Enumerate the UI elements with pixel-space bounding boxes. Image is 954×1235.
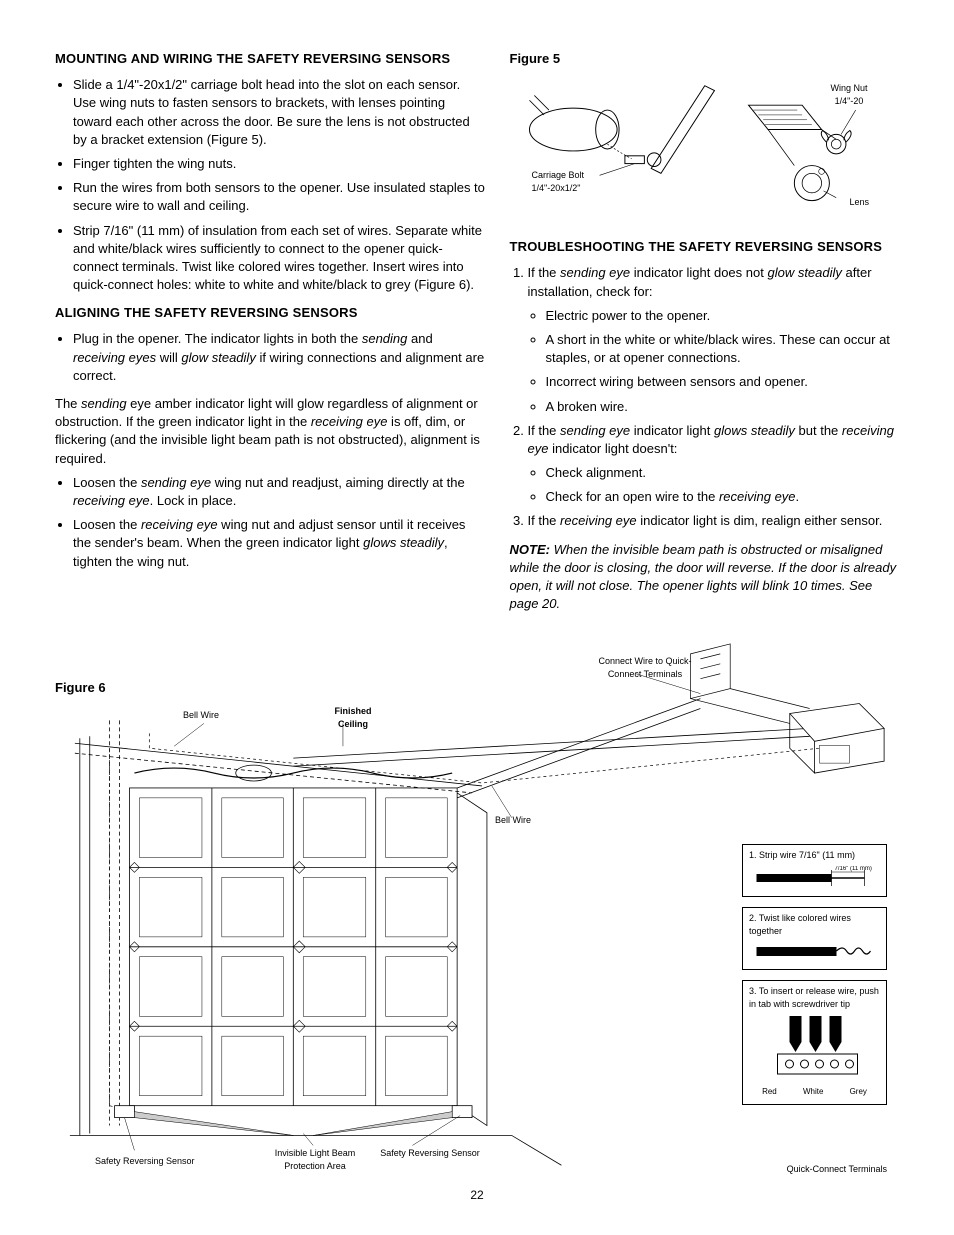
label-lens: Lens (849, 196, 869, 209)
list-item: Plug in the opener. The indicator lights… (73, 330, 486, 385)
left-column: MOUNTING AND WIRING THE SAFETY REVERSING… (55, 50, 486, 619)
list-item: A short in the white or white/black wire… (546, 331, 900, 367)
list-item: If the sending eye indicator light glows… (528, 422, 900, 507)
list-item: Slide a 1/4"-20x1/2" carriage bolt head … (73, 76, 486, 149)
list-item: Loosen the sending eye wing nut and read… (73, 474, 486, 510)
list-item: Finger tighten the wing nuts. (73, 155, 486, 173)
label-connect-wire: Connect Wire to Quick-Connect Terminals (585, 655, 705, 680)
figure5-label: Figure 5 (510, 50, 900, 68)
note-paragraph: NOTE: When the invisible beam path is ob… (510, 541, 900, 614)
heading-mounting: MOUNTING AND WIRING THE SAFETY REVERSING… (55, 50, 486, 68)
step-3: 3. To insert or release wire, push in ta… (742, 980, 887, 1104)
label-grey: Grey (850, 1086, 867, 1097)
label-bell-wire-2: Bell Wire (495, 814, 531, 827)
list-item: If the receiving eye indicator light is … (528, 512, 900, 530)
page-number: 22 (55, 1187, 899, 1204)
list-item: Loosen the receiving eye wing nut and ad… (73, 516, 486, 571)
label-srs: Safety Reversing Sensor (95, 1155, 195, 1168)
list-item: Check alignment. (546, 464, 900, 482)
troubleshoot-list: If the sending eye indicator light does … (510, 264, 900, 530)
list-item: If the sending eye indicator light does … (528, 264, 900, 415)
list-item: A broken wire. (546, 398, 900, 416)
right-column: Figure 5 (510, 50, 900, 619)
step-2: 2. Twist like colored wires together (742, 907, 887, 970)
adjust-list: Loosen the sending eye wing nut and read… (55, 474, 486, 571)
step-1: 1. Strip wire 7/16" (11 mm) 7/16" (11 mm… (742, 844, 887, 897)
list-item: Strip 7/16" (11 mm) of insulation from e… (73, 222, 486, 295)
list-item: Check for an open wire to the receiving … (546, 488, 900, 506)
label-bell-wire: Bell Wire (183, 709, 219, 722)
heading-aligning: ALIGNING THE SAFETY REVERSING SENSORS (55, 304, 486, 322)
mounting-list: Slide a 1/4"-20x1/2" carriage bolt head … (55, 76, 486, 294)
label-white: White (803, 1086, 823, 1097)
label-carriage-bolt: Carriage Bolt 1/4"-20x1/2" (532, 169, 602, 194)
label-wing-nut: Wing Nut 1/4"-20 (819, 82, 879, 107)
list-item: Run the wires from both sensors to the o… (73, 179, 486, 215)
list-item: Electric power to the opener. (546, 307, 900, 325)
label-beam: Invisible Light Beam Protection Area (260, 1147, 370, 1172)
wiring-steps: 1. Strip wire 7/16" (11 mm) 7/16" (11 mm… (742, 844, 887, 1114)
label-qc-terminals: Quick-Connect Terminals (787, 1163, 887, 1176)
aligning-list: Plug in the opener. The indicator lights… (55, 330, 486, 385)
svg-text:7/16" (11 mm): 7/16" (11 mm) (835, 866, 872, 872)
label-srs-2: Safety Reversing Sensor (380, 1147, 480, 1160)
label-finished-ceiling: Finished Ceiling (323, 705, 383, 730)
heading-troubleshooting: TROUBLESHOOTING THE SAFETY REVERSING SEN… (510, 238, 900, 256)
figure6-diagram: Figure 6 (55, 639, 899, 1179)
figure5-diagram: Carriage Bolt 1/4"-20x1/2" Wing Nut 1/4"… (510, 74, 900, 224)
label-red: Red (762, 1086, 777, 1097)
list-item: Incorrect wiring between sensors and ope… (546, 373, 900, 391)
paragraph-sending-eye: The sending eye amber indicator light wi… (55, 395, 486, 468)
